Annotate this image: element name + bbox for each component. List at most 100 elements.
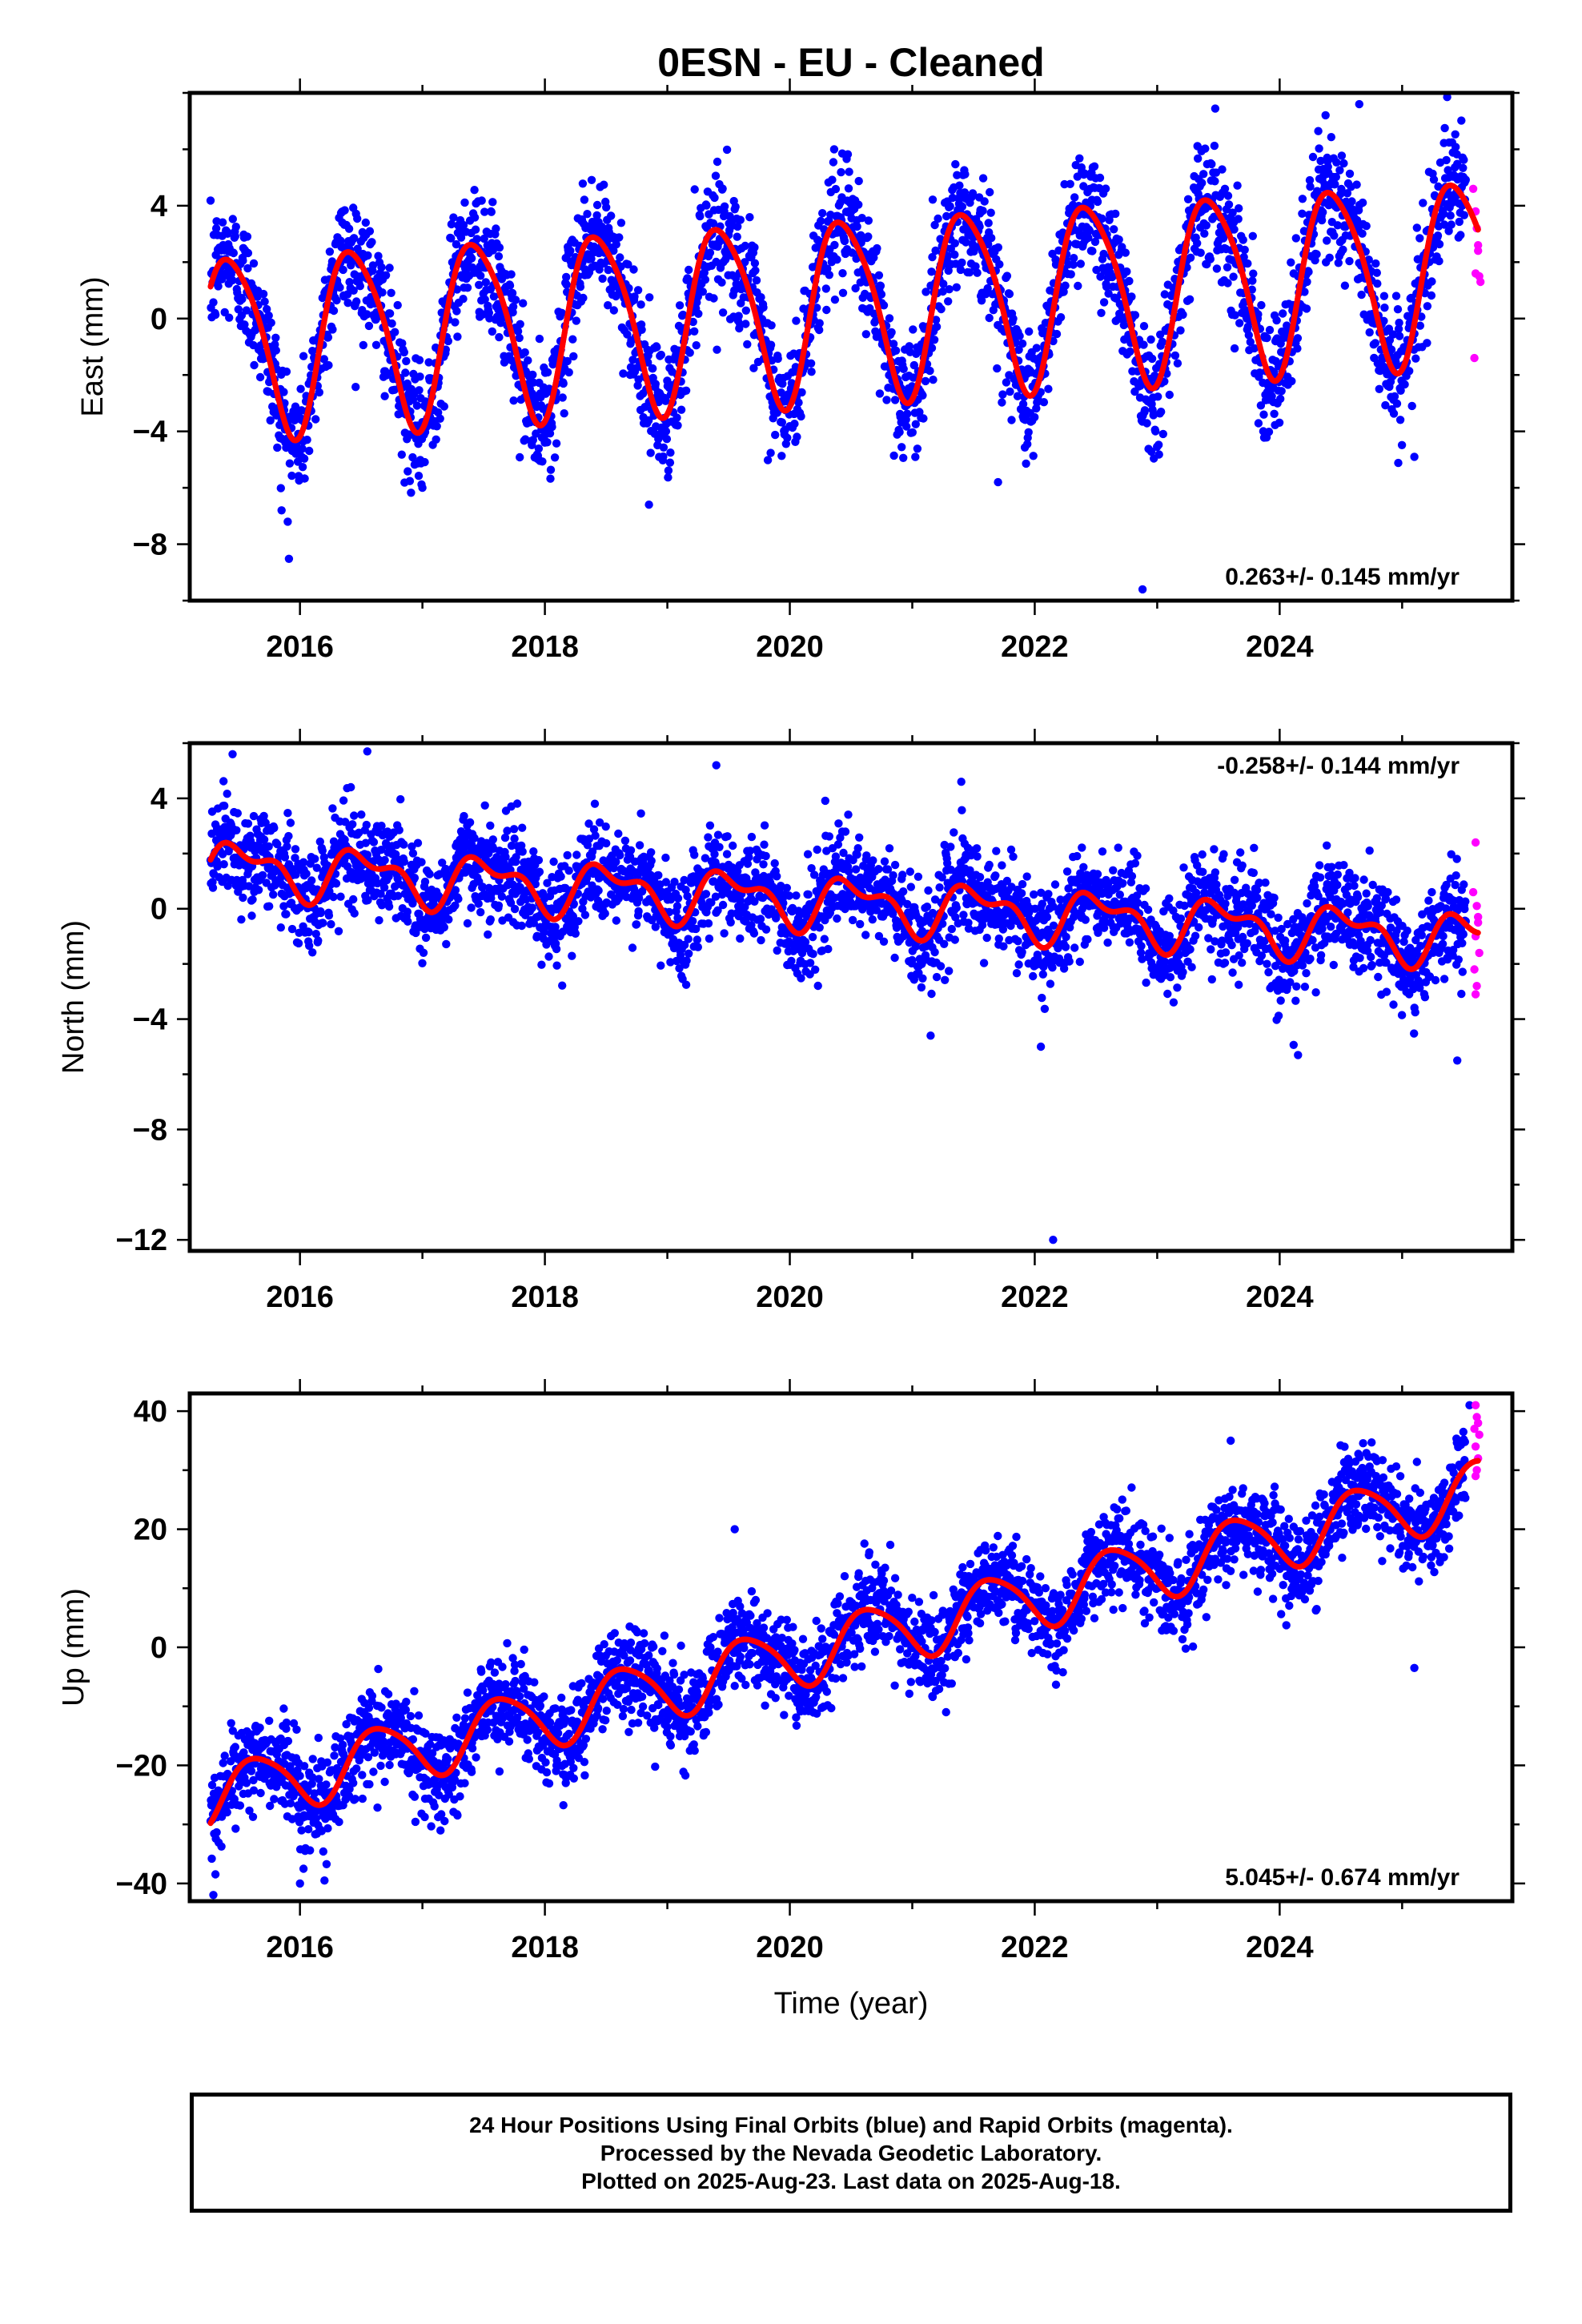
data-point: [324, 360, 333, 370]
data-point: [1316, 156, 1325, 166]
data-point: [673, 421, 682, 430]
data-point: [709, 294, 718, 303]
data-point: [254, 886, 263, 895]
data-point: [1254, 419, 1263, 428]
data-point: [918, 391, 927, 400]
data-point: [537, 960, 546, 969]
data-point: [813, 304, 821, 312]
data-point: [403, 907, 412, 916]
data-point: [645, 293, 654, 302]
data-point: [1352, 215, 1362, 225]
data-point: [854, 176, 863, 186]
data-point: [1024, 428, 1033, 436]
data-point: [476, 907, 485, 917]
data-point: [425, 870, 434, 879]
data-point: [1111, 209, 1120, 219]
data-point: [911, 452, 920, 461]
data-point: [444, 915, 453, 924]
data-point: [797, 388, 806, 397]
data-point: [417, 858, 426, 866]
data-point: [1371, 259, 1380, 268]
data-point: [841, 827, 850, 836]
data-point: [261, 818, 270, 827]
data-point: [587, 254, 596, 263]
data-point: [229, 248, 238, 258]
data-point: [931, 246, 940, 255]
data-point: [513, 327, 523, 336]
data-point: [1088, 247, 1097, 255]
data-point: [259, 289, 268, 299]
data-point: [1254, 310, 1263, 319]
data-point: [228, 215, 237, 223]
data-point: [633, 381, 642, 390]
data-point: [387, 288, 396, 297]
data-point: [544, 952, 553, 961]
data-point: [298, 463, 307, 472]
data-point: [265, 902, 274, 911]
data-point: [343, 290, 352, 299]
data-point: [1357, 290, 1366, 300]
data-point: [1304, 267, 1313, 276]
data-point: [825, 832, 834, 841]
data-point: [681, 980, 691, 989]
data-point: [1007, 416, 1016, 424]
data-point: [456, 233, 466, 242]
data-point: [460, 198, 469, 207]
data-point: [1244, 331, 1254, 340]
data-point: [1218, 165, 1227, 174]
data-point: [223, 790, 231, 798]
data-point: [880, 857, 889, 866]
data-point: [926, 366, 934, 376]
data-point: [944, 266, 953, 275]
data-point: [930, 947, 939, 957]
data-point: [1140, 406, 1150, 415]
data-point: [1018, 400, 1028, 408]
data-point: [1455, 217, 1464, 227]
data-point: [564, 866, 573, 875]
data-point: [590, 799, 600, 808]
data-point: [995, 259, 1004, 269]
data-point: [929, 376, 938, 384]
data-point: [696, 211, 705, 221]
data-point: [334, 927, 343, 936]
data-point: [273, 840, 282, 849]
data-point: [1407, 401, 1416, 411]
data-point: [297, 406, 306, 415]
data-point: [906, 883, 916, 891]
data-point: [369, 838, 379, 846]
data-point: [731, 203, 740, 211]
data-point: [1154, 392, 1162, 401]
data-point: [822, 305, 831, 315]
data-point: [1457, 116, 1466, 125]
data-point: [1185, 295, 1195, 304]
data-point: [528, 370, 537, 380]
data-point: [1412, 223, 1422, 232]
data-point: [852, 254, 861, 263]
data-point: [1009, 314, 1018, 324]
data-point: [628, 943, 637, 952]
data-point: [854, 200, 863, 209]
data-point: [1427, 291, 1436, 300]
data-point: [1018, 339, 1027, 348]
data-point: [1002, 271, 1012, 280]
data-point: [1240, 245, 1249, 255]
data-point: [255, 372, 265, 382]
data-point: [546, 474, 555, 483]
data-point: [600, 909, 609, 918]
data-point: [413, 838, 423, 847]
data-point: [1264, 428, 1274, 436]
rapid-point: [1474, 247, 1483, 255]
data-point: [545, 429, 555, 438]
data-point: [1456, 231, 1465, 239]
data-point: [302, 869, 311, 879]
data-point: [1200, 229, 1209, 238]
data-point: [1183, 195, 1193, 203]
data-point: [637, 325, 646, 334]
x-tick-label: 2018: [511, 630, 579, 664]
data-point: [1411, 354, 1420, 363]
data-point: [1098, 214, 1106, 223]
data-point: [350, 811, 359, 820]
data-point: [1293, 344, 1302, 353]
data-point: [276, 923, 285, 932]
data-point: [624, 260, 632, 269]
